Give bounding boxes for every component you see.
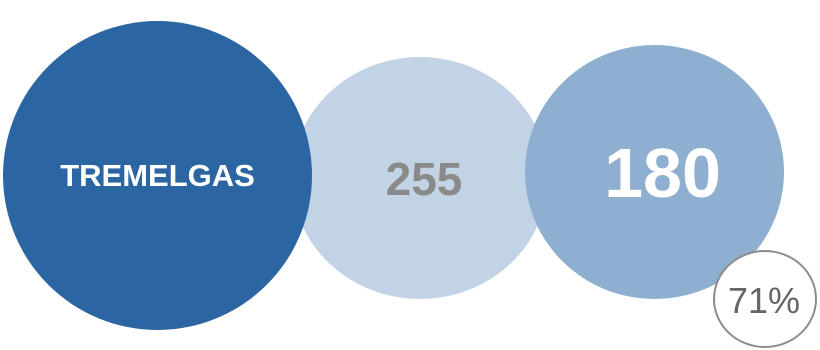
circle-primary: TREMELGAS — [3, 21, 312, 330]
circle-secondary: 255 — [292, 57, 548, 299]
percent-badge: 71% — [713, 250, 817, 348]
circle-tertiary: 180 — [525, 45, 784, 299]
primary-label: TREMELGAS — [60, 157, 255, 193]
tertiary-value: 180 — [604, 134, 721, 212]
secondary-value: 255 — [385, 153, 463, 205]
percent-badge-value: 71% — [727, 280, 801, 321]
